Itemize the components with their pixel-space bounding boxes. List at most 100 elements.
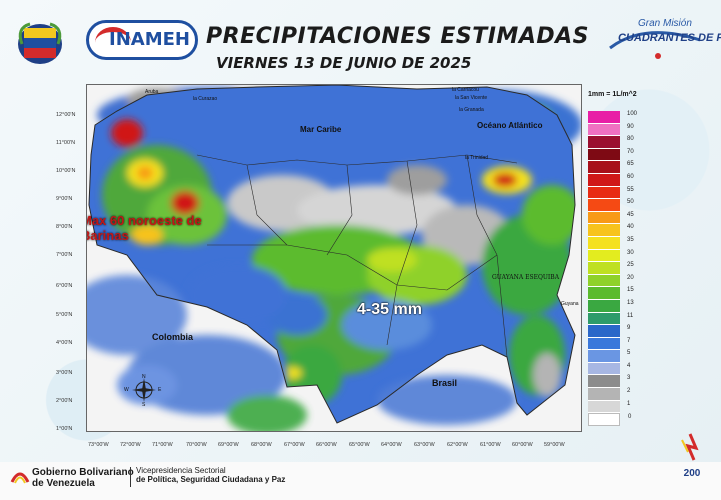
vice-text: Vicepresidencia Sectorial de Política, S… [136,466,285,484]
legend-swatch: 40 [588,224,634,237]
legend-swatch: 5 [588,350,630,363]
page-title: PRECIPITACIONES ESTIMADAS [206,24,589,49]
legend-swatch: 25 [588,262,634,275]
legend-swatch: 50 [588,199,634,212]
compass-e: E [158,387,162,393]
label-range: 4-35 mm [357,301,422,318]
legend-swatch: 13 [588,299,634,313]
legend-value: 65 [627,161,634,168]
legend-swatch: 35 [588,236,634,250]
inameh-logo-text: INAMEH [109,29,190,50]
lon-label: 64°00'W [381,442,402,448]
precipitation-map: Mar Caribe Océano Atlántico GUAYANA ESEQ… [86,84,582,432]
lat-label: 12°00'N [56,112,76,118]
legend-value: 2 [627,388,631,395]
legend-value: 3 [627,375,631,382]
legend-swatch: 30 [588,249,634,263]
lon-label: 59°00'W [544,442,565,448]
precipitation-legend: 100 90 80 70 65 60 55 50 45 40 35 30 25 20 15 13 11 9 7 5 4 3… [588,111,637,426]
legend-value: 1 [627,400,631,407]
partner-logo-line2: CUADRANTES DE PAZ [618,32,721,44]
lon-label: 63°00'W [414,442,435,448]
svg-text:200: 200 [684,468,701,479]
label-carriacou: la Carriacou [452,87,479,93]
lon-label: 61°00'W [480,442,501,448]
footer [0,462,721,500]
label-curazao: la Curazao [193,96,218,102]
legend-value: 4 [627,362,631,369]
lat-label: 7°00'N [56,252,73,258]
legend-value: 40 [627,224,634,231]
legend-value: 70 [627,148,634,155]
label-granada: la Granada [459,107,484,113]
legend-swatch: 7 [588,337,630,351]
legend-swatch: 3 [588,375,630,389]
lon-label: 69°00'W [218,442,239,448]
cuadrantes-de-paz-logo: Gran Misión CUADRANTES DE PAZ [604,18,721,66]
lat-label: 8°00'N [56,224,73,230]
map-canvas [87,85,581,431]
legend-value: 90 [627,123,634,130]
label-colombia: Colombia [152,332,194,342]
label-mar-caribe: Mar Caribe [300,125,342,134]
legend-swatch: 80 [588,136,634,149]
legend-value: 15 [627,287,634,294]
label-trinidad: la Trinidad [465,155,489,161]
legend-value: 7 [627,337,631,344]
compass-n: N [142,374,146,380]
label-brasil: Brasil [432,378,458,388]
lon-label: 70°00'W [186,442,207,448]
compass-w: W [124,387,129,393]
legend-value: 13 [627,299,634,306]
legend-value: 35 [627,236,634,243]
legend-value: 5 [627,350,631,357]
lat-label: 4°00'N [56,340,73,346]
legend-swatch: 55 [588,186,634,200]
gov-line2: de Venezuela [32,478,95,489]
lat-label: 2°00'N [56,398,73,404]
legend-swatch: 60 [588,173,634,187]
lon-label: 67°00'W [284,442,305,448]
legend-swatch: 15 [588,287,634,300]
wave-icon [95,27,131,57]
legend-value: 9 [627,325,631,332]
legend-value: 60 [627,173,634,180]
legend-title: 1mm = 1L/m^2 [588,91,637,98]
legend-value: 11 [627,312,634,319]
lon-label: 62°00'W [447,442,468,448]
compass-rose-icon [132,378,156,402]
lat-label: 5°00'N [56,312,73,318]
gov-line1: Gobierno Bolivariano [32,467,134,478]
logo-swoosh-icon [609,31,701,59]
legend-swatch: 11 [588,312,633,326]
legend-swatch: 70 [588,148,634,162]
legend-swatch: 4 [588,362,630,376]
legend-value: 45 [627,211,634,218]
label-san-vicente: la San Vicente [455,95,488,101]
legend-value: 25 [627,262,634,269]
lon-label: 71°00'W [152,442,173,448]
legend-swatch: 2 [588,388,630,401]
legend-swatch: 45 [588,211,634,225]
lat-label: 11°00'N [56,140,76,146]
inameh-logo: INAMEH [86,20,198,60]
label-max: Max 60 noroeste de Barinas [87,213,202,243]
label-guyana: Guyana [561,301,579,307]
label-aruba: Aruba [145,89,159,95]
legend-value: 100 [627,111,638,117]
lat-label: 1°00'N [56,426,73,432]
legend-value: 55 [627,186,634,193]
gov-logo-icon [10,472,30,484]
vice-line2: de Política, Seguridad Ciudadana y Paz [136,475,286,484]
legend-swatch: 20 [588,274,634,288]
legend-value: 0 [628,414,632,421]
bicentenary-emblem-icon: 200 [681,433,701,479]
legend-swatch: 100 [588,111,637,124]
lat-label: 10°00'N [56,168,76,174]
legend-swatch: 0 [588,413,631,426]
legend-swatch: 65 [588,161,634,174]
lon-label: 66°00'W [316,442,337,448]
label-oceano-atlantico: Océano Atlántico [477,121,543,130]
legend-value: 50 [627,199,634,206]
compass-s: S [142,402,146,408]
